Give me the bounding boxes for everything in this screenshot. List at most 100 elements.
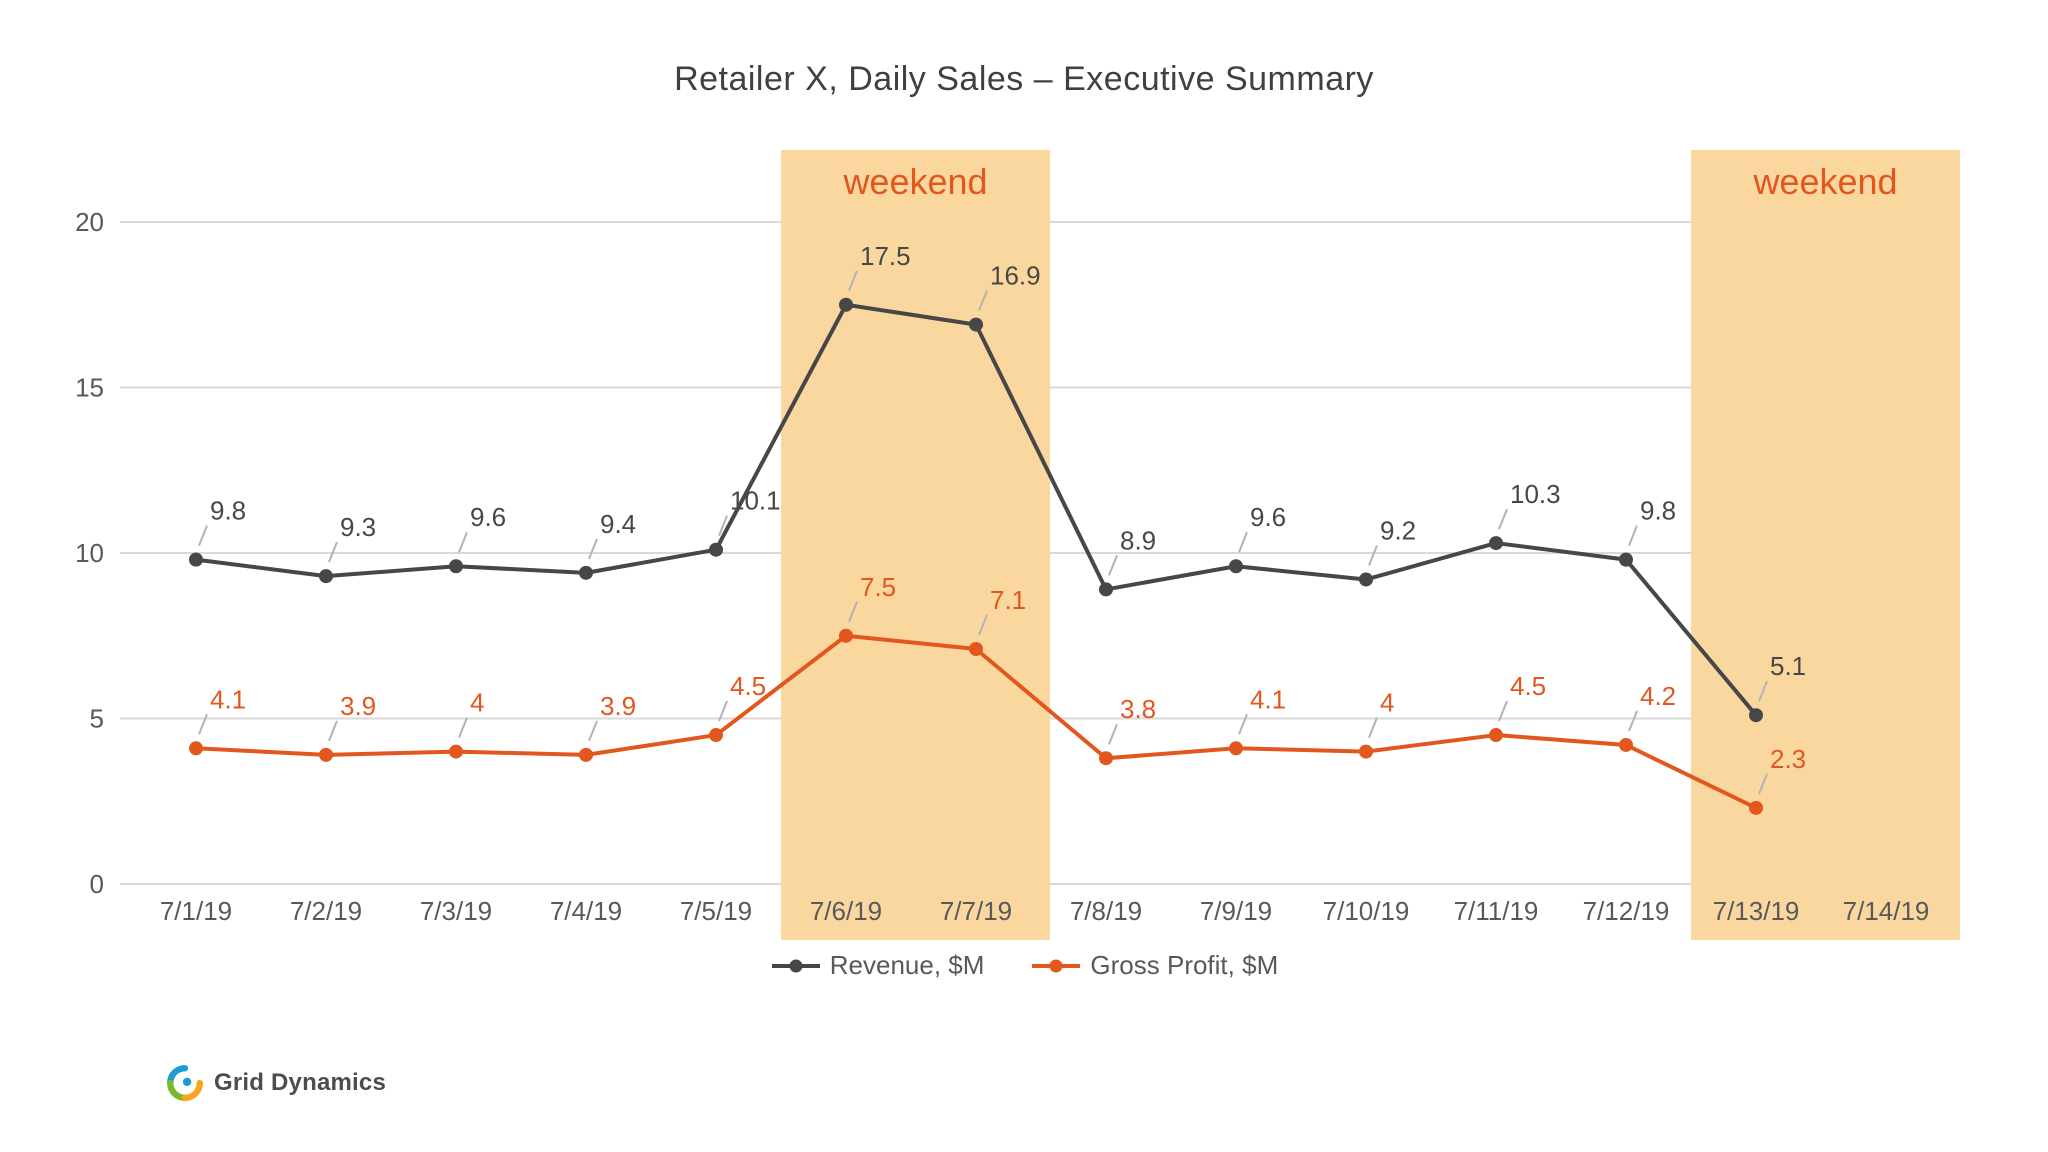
revenue-data-point — [839, 297, 853, 312]
label-leader — [848, 270, 858, 292]
gross-profit-data-point — [189, 741, 203, 756]
x-axis-labels: 7/1/19 7/2/19 7/3/19 7/4/19 7/5/19 7/6/19 7/7/… — [160, 896, 1930, 926]
label-leader — [978, 290, 988, 311]
x-tick-label: 7/5/19 — [680, 896, 752, 926]
legend-label-gross-profit: Gross Profit, $M — [1090, 950, 1279, 980]
revenue-data-point — [1229, 559, 1243, 574]
gross-profit-data-label: 4.1 — [1250, 684, 1286, 714]
x-tick-label: 7/9/19 — [1200, 896, 1272, 926]
gross-profit-data-point — [449, 744, 463, 759]
revenue-data-point — [319, 569, 333, 584]
gross-profit-data-point — [1359, 744, 1373, 759]
x-tick-label: 7/10/19 — [1323, 896, 1410, 926]
revenue-data-point — [1359, 572, 1373, 587]
label-leader — [1368, 717, 1378, 738]
x-tick-label: 7/3/19 — [420, 896, 492, 926]
weekend-band — [1691, 150, 1960, 940]
gross-profit-line-swatch — [1032, 959, 1081, 972]
x-tick-label: 7/6/19 — [810, 896, 882, 926]
revenue-data-label: 10.3 — [1510, 479, 1561, 509]
gross-profit-data-point — [1749, 800, 1763, 815]
label-leader — [718, 700, 728, 722]
revenue-data-point — [1489, 536, 1503, 551]
x-tick-label: 7/13/19 — [1713, 896, 1800, 926]
gross-profit-data-point — [839, 628, 853, 643]
x-tick-label: 7/4/19 — [550, 896, 622, 926]
gross-profit-data-point — [319, 747, 333, 762]
x-tick-label: 7/2/19 — [290, 896, 362, 926]
weekend-label: weekend — [842, 161, 987, 202]
revenue-data-label: 10.1 — [730, 486, 781, 516]
x-tick-label: 7/7/19 — [940, 896, 1012, 926]
label-leader — [848, 601, 858, 623]
x-tick-label: 7/11/19 — [1454, 896, 1539, 926]
label-leader — [1238, 713, 1248, 735]
revenue-data-label: 9.2 — [1380, 515, 1416, 545]
label-leader — [458, 717, 468, 738]
label-leader — [458, 531, 468, 553]
label-leader — [198, 525, 208, 546]
revenue-data-point — [579, 565, 593, 580]
revenue-data-label: 16.9 — [990, 261, 1041, 291]
label-leader — [328, 720, 338, 742]
revenue-data-point — [1749, 708, 1763, 723]
gross-profit-data-point — [579, 747, 593, 762]
label-leader — [1108, 723, 1118, 745]
y-tick-label: 20 — [75, 207, 104, 237]
weekend-label: weekend — [1752, 161, 1897, 202]
gross-profit-data-label: 2.3 — [1770, 744, 1806, 774]
revenue-data-label: 9.6 — [1250, 502, 1286, 532]
label-leader — [1628, 710, 1638, 732]
gross-profit-data-point — [1489, 728, 1503, 743]
label-leader — [978, 614, 988, 636]
x-tick-label: 7/1/19 — [160, 896, 232, 926]
label-leader — [1498, 700, 1508, 722]
revenue-series: 9.8 9.3 9.6 9.4 10.1 17.5 16.9 8.9 9.6 9.2 10.3 9.8… — [189, 241, 1806, 723]
gross-profit-data-label: 4.5 — [730, 671, 766, 701]
label-leader — [1238, 531, 1248, 553]
weekend-bands: weekend weekend — [781, 150, 1960, 940]
revenue-data-label: 17.5 — [860, 241, 911, 271]
gross-profit-data-label: 4.1 — [210, 684, 246, 714]
label-leader — [1368, 545, 1378, 566]
revenue-data-label: 9.6 — [470, 502, 506, 532]
label-leader — [718, 515, 728, 537]
grid-dynamics-icon — [167, 1065, 203, 1101]
revenue-data-point — [1099, 582, 1113, 597]
y-axis-labels: 0 5 10 15 20 — [75, 207, 104, 899]
gross-profit-data-point — [1099, 751, 1113, 766]
label-leader — [1498, 508, 1508, 530]
gross-profit-data-label: 4.2 — [1640, 681, 1676, 711]
gross-profit-data-point — [1619, 737, 1633, 752]
y-tick-label: 0 — [90, 869, 104, 899]
label-leader — [588, 720, 598, 742]
gross-profit-data-label: 7.1 — [990, 585, 1026, 615]
legend-item-gross-profit: Gross Profit, $M — [1030, 950, 1278, 981]
label-leader — [588, 538, 598, 560]
revenue-data-label: 5.1 — [1770, 651, 1806, 681]
y-tick-label: 10 — [75, 538, 104, 568]
label-leader — [1758, 680, 1768, 702]
x-tick-label: 7/14/19 — [1843, 896, 1930, 926]
label-leader — [198, 713, 208, 735]
revenue-data-label: 9.8 — [1640, 496, 1676, 526]
gross-profit-data-label: 4 — [1380, 688, 1394, 718]
grid-dynamics-wordmark: Grid Dynamics — [214, 1069, 386, 1096]
gross-profit-data-label: 7.5 — [860, 572, 896, 602]
revenue-data-point — [1619, 552, 1633, 567]
gross-profit-series: 4.1 3.9 4 3.9 4.5 7.5 7.1 3.8 4.1 4 4.5 4.2 2.3 — [189, 572, 1806, 815]
label-leader — [1108, 555, 1118, 576]
x-tick-label: 7/12/19 — [1583, 896, 1670, 926]
revenue-data-point — [969, 317, 983, 332]
chart-title: Retailer X, Daily Sales – Executive Summ… — [674, 60, 1374, 98]
revenue-line-swatch — [771, 959, 820, 972]
label-leader — [1628, 525, 1638, 546]
revenue-data-label: 9.3 — [340, 512, 376, 542]
revenue-data-label: 9.8 — [210, 496, 246, 526]
gross-profit-data-label: 3.9 — [340, 691, 376, 721]
weekend-band — [781, 150, 1050, 940]
y-tick-label: 15 — [75, 373, 104, 403]
legend-item-revenue: Revenue, $M — [770, 950, 984, 981]
gross-profit-data-point — [709, 728, 723, 743]
